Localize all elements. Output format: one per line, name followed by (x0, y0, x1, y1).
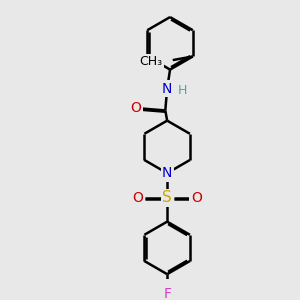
Text: CH₃: CH₃ (140, 56, 163, 68)
Text: S: S (162, 190, 172, 206)
Text: F: F (163, 287, 171, 300)
Text: N: N (162, 166, 172, 180)
Text: O: O (191, 191, 202, 205)
Text: N: N (162, 82, 172, 95)
Text: O: O (133, 191, 143, 205)
Text: H: H (178, 84, 187, 97)
Text: O: O (131, 101, 142, 115)
